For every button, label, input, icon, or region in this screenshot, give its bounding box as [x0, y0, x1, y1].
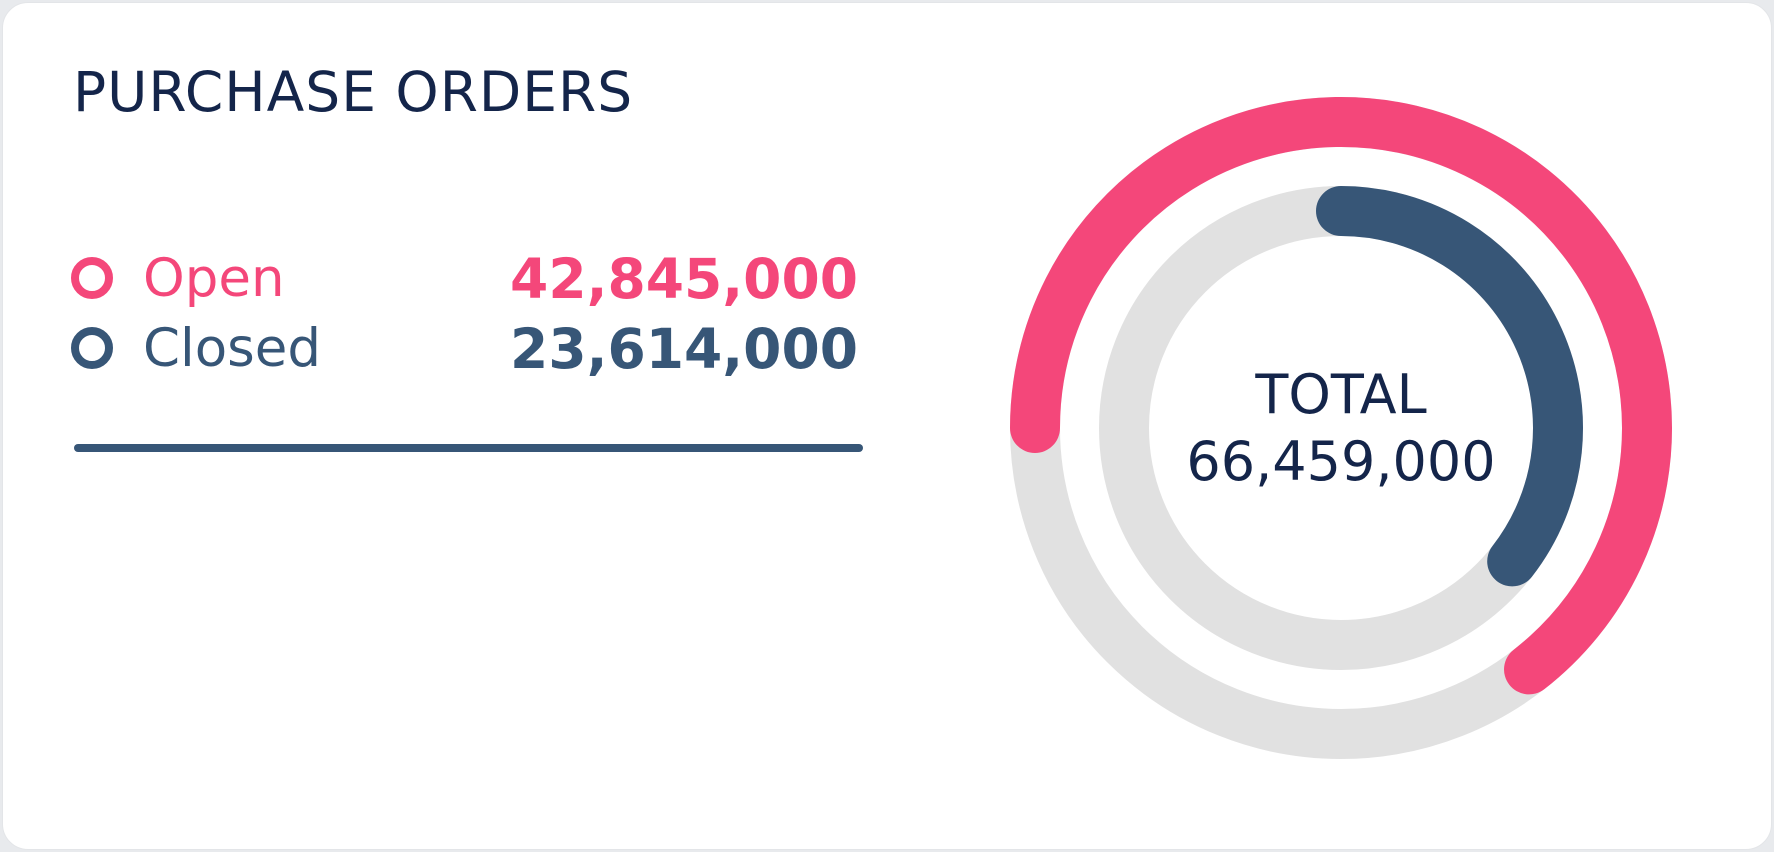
donut-center-title: TOTAL [1255, 363, 1427, 426]
legend-row-closed: Closed 23,614,000 [71, 317, 858, 381]
legend-row-open: Open 42,845,000 [71, 247, 858, 311]
donut-center-total: 66,459,000 [1186, 430, 1496, 493]
open-donut-arc [1010, 97, 1672, 695]
legend-divider [74, 444, 863, 452]
open-legend-label: Open [143, 248, 285, 309]
closed-legend-marker-icon [71, 327, 113, 369]
closed-legend-label: Closed [143, 318, 322, 379]
card-title: PURCHASE ORDERS [73, 60, 634, 124]
purchase-orders-donut-chart [1010, 97, 1672, 759]
open-legend-marker-icon [71, 257, 113, 299]
open-value: 42,845,000 [510, 247, 858, 311]
closed-value: 23,614,000 [510, 317, 858, 381]
closed-donut-arc [1316, 186, 1583, 587]
